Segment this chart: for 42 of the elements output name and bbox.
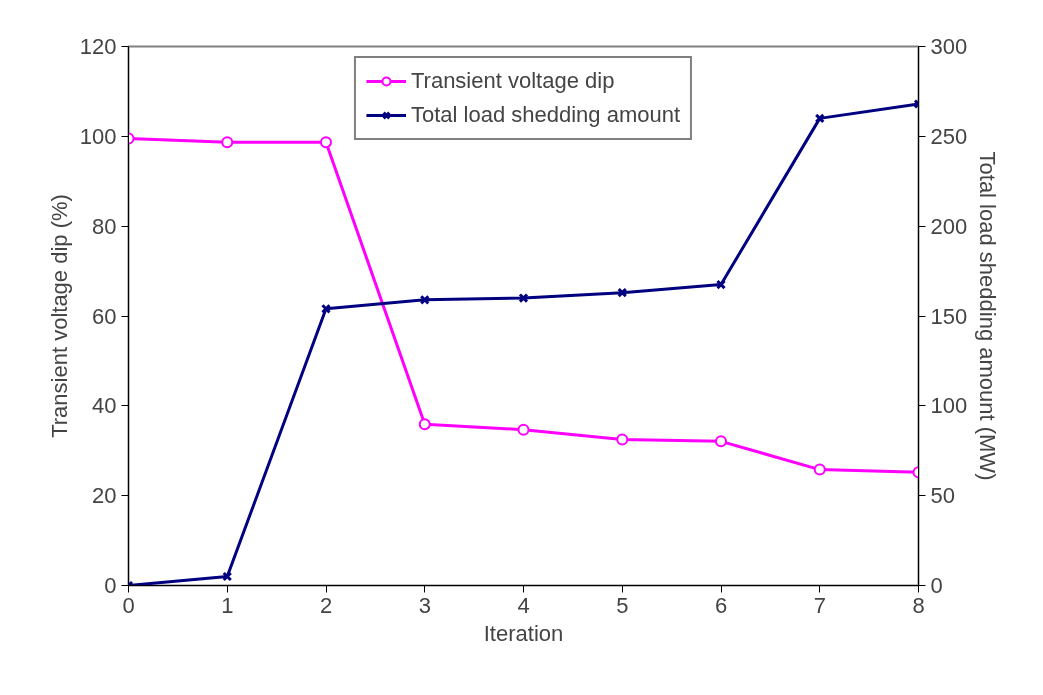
y2-tick-label: 100 [930, 393, 968, 419]
point [715, 279, 727, 290]
y2-tick-label: 0 [930, 573, 943, 598]
y-tick-label: 20 [92, 483, 117, 509]
y-tick-label: 40 [92, 393, 117, 419]
y2-tick-label: 250 [930, 123, 968, 149]
x-tick-label: 1 [221, 592, 234, 618]
x-tick-label: 0 [122, 592, 135, 618]
y2-axis-title: Total load shedding amount (MW) [975, 151, 1001, 481]
point [222, 571, 233, 582]
point [814, 113, 825, 124]
point [418, 418, 431, 431]
point [221, 136, 234, 149]
y-axis-title: Transient voltage dip (%) [46, 194, 72, 438]
y-tick-label: 60 [92, 303, 117, 329]
x-tick-label: 6 [714, 592, 728, 618]
point [715, 435, 727, 448]
point [419, 294, 430, 305]
y-tick-label: 80 [92, 213, 117, 239]
y-tick-label: 120 [79, 34, 117, 59]
y2-tick-label: 300 [930, 34, 968, 59]
y2-tick-label: 150 [930, 303, 968, 329]
point [320, 303, 332, 314]
x-tick-label: 4 [517, 592, 530, 618]
x-axis-title: Iteration [483, 620, 564, 646]
point [517, 423, 530, 436]
point [616, 433, 629, 446]
y-tick-label: 0 [104, 573, 117, 598]
y2-tick-label: 200 [930, 213, 968, 239]
point [813, 463, 826, 476]
legend-label: Total load shedding amount [410, 102, 681, 128]
x-tick-label: 3 [418, 592, 431, 618]
legend-label: Transient voltage dip [410, 68, 615, 94]
point [617, 287, 628, 298]
x-tick-label: 5 [616, 592, 629, 618]
y2-tick-label: 50 [930, 483, 955, 509]
x-tick-label: 8 [912, 592, 925, 618]
point [320, 136, 332, 149]
x-tick-label: 2 [319, 592, 333, 618]
point [518, 293, 529, 304]
x-tick-label: 7 [813, 592, 826, 618]
y-tick-label: 100 [79, 123, 117, 149]
